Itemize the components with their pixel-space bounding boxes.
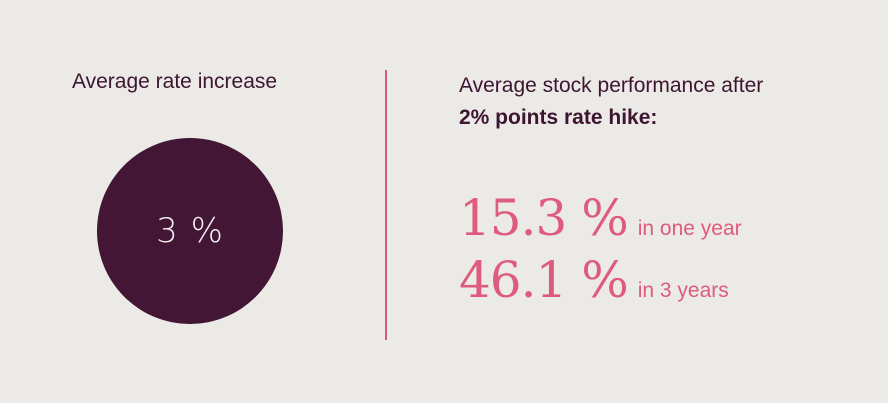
stat-label-three-years: in 3 years <box>637 279 729 302</box>
stock-performance-title: Average stock performance after 2% point… <box>459 70 763 134</box>
stat-row-three-years: 46.1 % in 3 years <box>459 252 729 308</box>
stat-value-one-year: 15.3 % <box>459 189 629 247</box>
average-rate-title: Average rate increase <box>72 70 278 93</box>
stock-performance-title-line2: 2% points rate hike: <box>459 106 658 129</box>
rate-circle: 3 % <box>97 138 283 324</box>
stock-performance-title-line1: Average stock performance after <box>459 74 764 97</box>
vertical-divider <box>385 70 387 340</box>
rate-value: 3 % <box>156 211 224 251</box>
stat-label-one-year: in one year <box>637 217 742 240</box>
stat-row-one-year: 15.3 % in one year <box>459 190 742 246</box>
stat-value-three-years: 46.1 % <box>459 251 629 309</box>
